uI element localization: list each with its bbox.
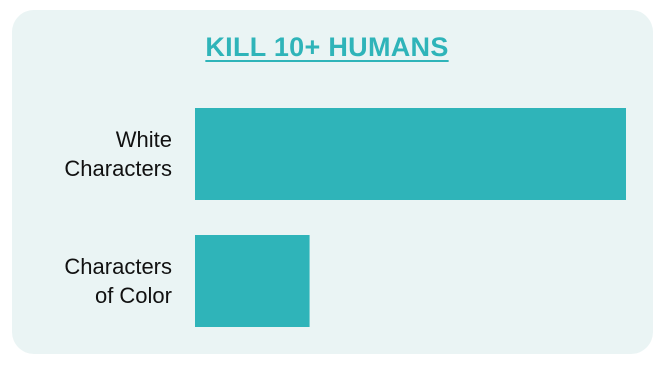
category-label-line: White: [115, 127, 172, 152]
bar-characters-of-color: [195, 235, 310, 327]
category-label-characters-of-color: Characters of Color: [7, 235, 172, 327]
category-label-white-characters: White Characters: [7, 108, 172, 200]
bar-white-characters: [195, 108, 626, 200]
category-label-line: Characters: [64, 156, 172, 181]
category-label-line: Characters: [64, 254, 172, 279]
category-label-line: of Color: [94, 283, 172, 308]
chart-title: KILL 10+ HUMANS: [205, 32, 449, 62]
